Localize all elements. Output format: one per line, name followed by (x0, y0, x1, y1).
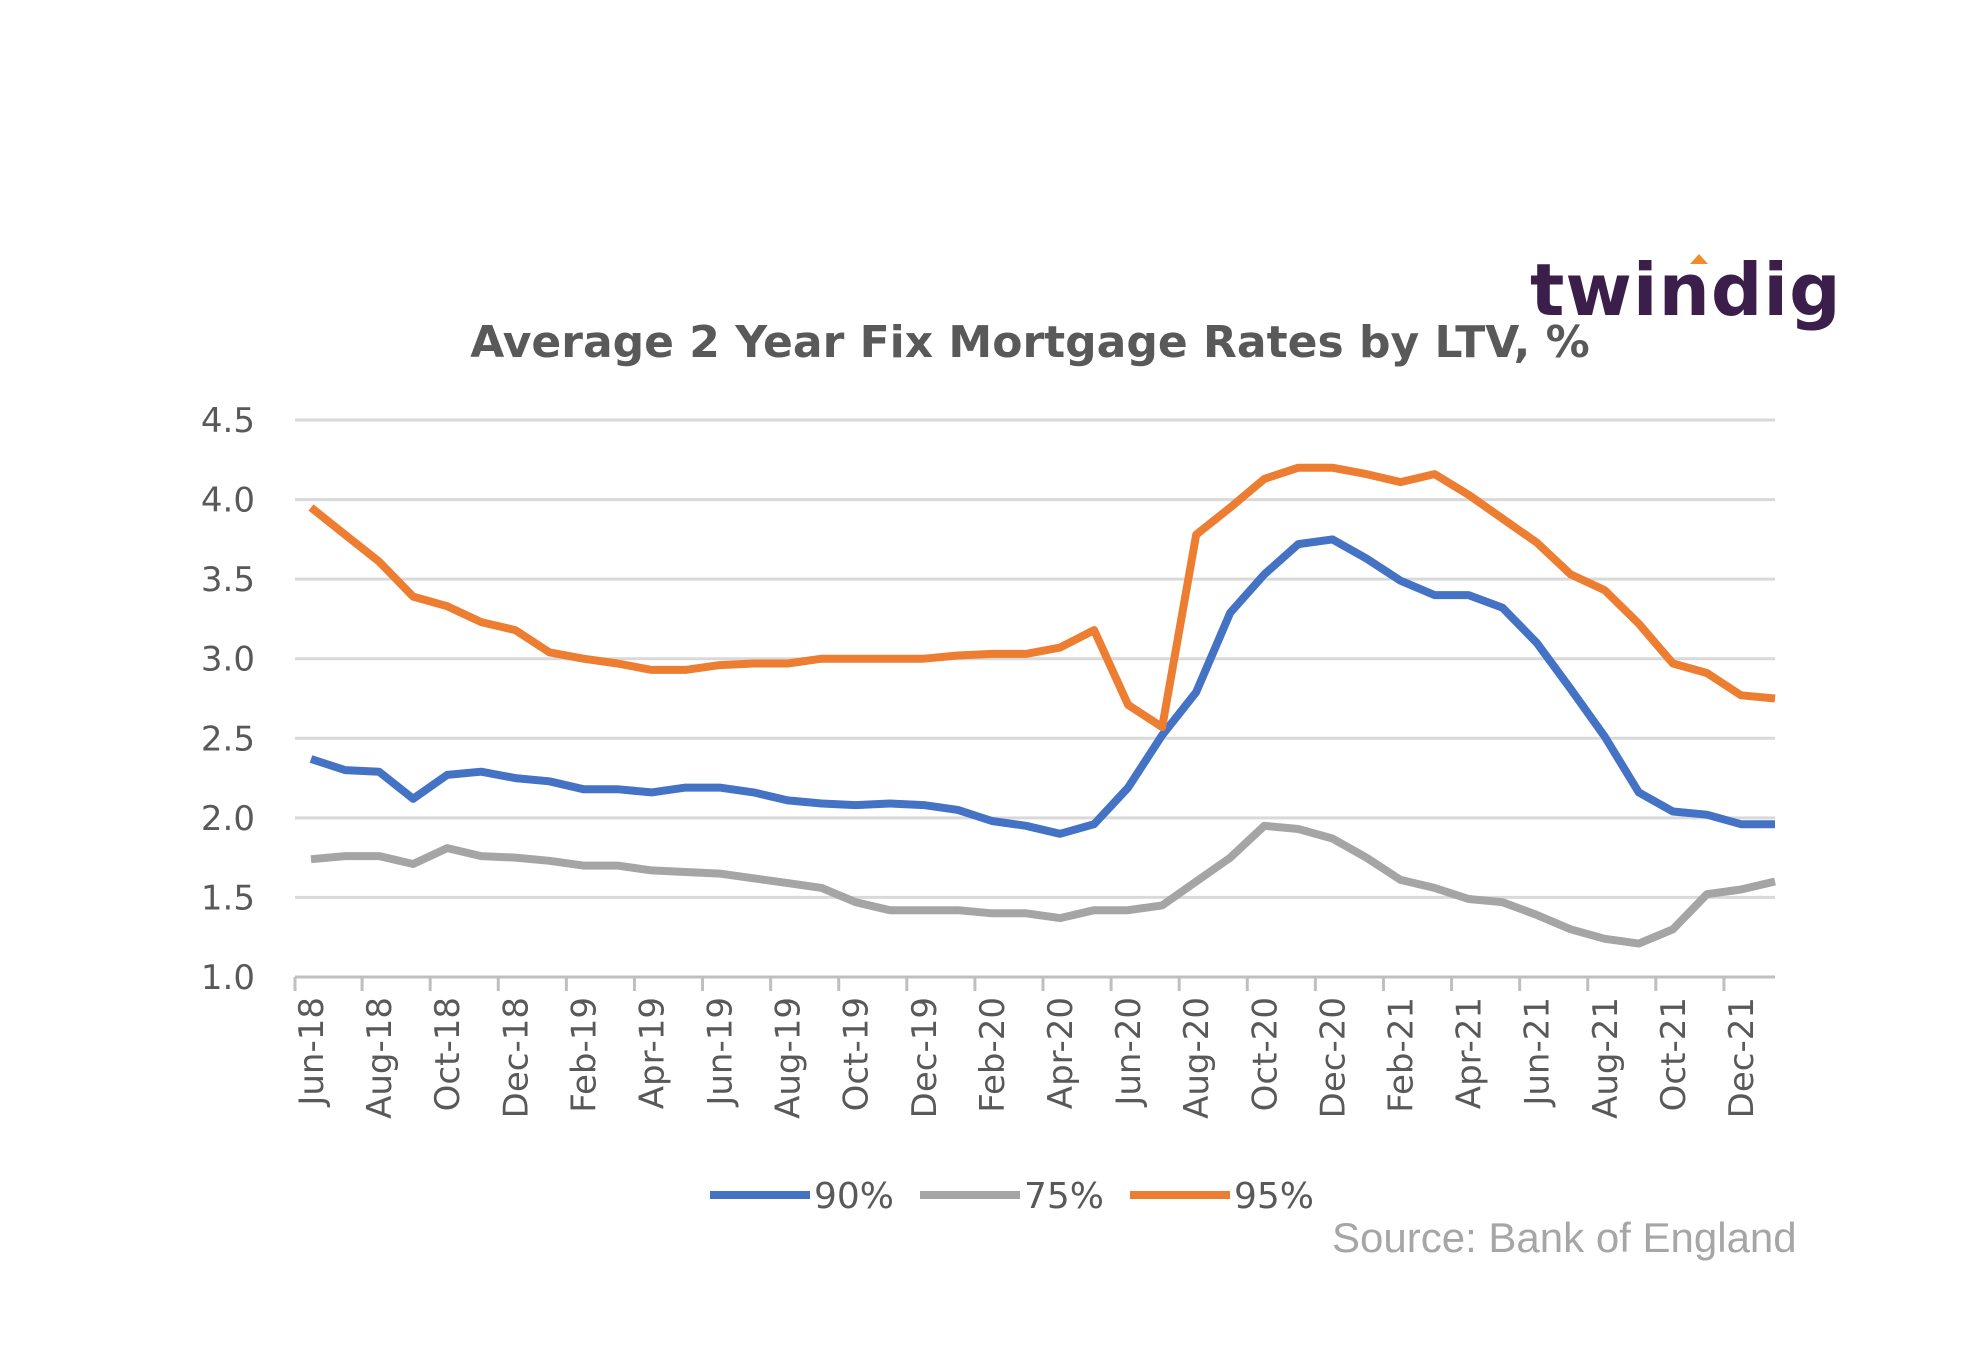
y-tick-label: 3.0 (201, 640, 255, 680)
x-tick-label: Aug-21 (1586, 997, 1626, 1119)
brand-name: twindig (1530, 248, 1842, 332)
x-tick-label: Jun-20 (1109, 997, 1149, 1108)
y-tick-label: 1.5 (201, 878, 255, 918)
y-tick-label: 4.0 (201, 481, 255, 521)
x-tick-label: Jun-19 (701, 997, 741, 1108)
x-tick-label: Oct-19 (837, 997, 877, 1111)
y-tick-label: 2.5 (201, 719, 255, 759)
gridlines (295, 418, 1775, 979)
x-tick-label: Apr-20 (1041, 997, 1081, 1109)
x-tick-label: Oct-21 (1654, 997, 1694, 1111)
y-tick-label: 1.0 (201, 958, 255, 998)
x-tick-label: Dec-18 (496, 997, 536, 1118)
y-tick-label: 2.0 (201, 799, 255, 839)
y-tick-label: 4.5 (201, 401, 255, 441)
series-lines (308, 463, 1776, 948)
twindig-logo: twindig (1530, 248, 1842, 332)
x-axis: Jun-18 Aug-18 Oct-18 Dec-18 Feb-19 Apr-19 Jun-… (292, 975, 1775, 1119)
series-line-90pct (309, 535, 1775, 838)
chart-title: Average 2 Year Fix Mortgage Rates by LTV… (470, 317, 1590, 368)
series-line-95pct (308, 463, 1776, 732)
x-tick-label: Oct-18 (428, 997, 468, 1111)
legend-label: 90% (814, 1176, 894, 1217)
x-tick-label: Jun-21 (1518, 997, 1558, 1108)
x-tick-label: Oct-20 (1245, 997, 1285, 1111)
x-tick-label: Aug-19 (769, 997, 809, 1119)
x-tick-label: Dec-20 (1313, 997, 1353, 1118)
x-tick-label: Apr-21 (1450, 997, 1490, 1109)
x-tick-label: Feb-20 (973, 997, 1013, 1113)
y-tick-label: 3.5 (201, 560, 255, 600)
x-tick-label: Dec-21 (1722, 997, 1762, 1118)
x-tick-label: Aug-20 (1177, 997, 1217, 1119)
x-tick-label: Feb-19 (564, 997, 604, 1113)
source-note: Source: Bank of England (1332, 1214, 1797, 1261)
roof-icon (1690, 254, 1708, 264)
y-axis: 1.0 1.5 2.0 2.5 3.0 3.5 4.0 4.5 (201, 401, 255, 998)
x-tick-label: Feb-21 (1381, 997, 1421, 1113)
x-tick-label: Aug-18 (360, 997, 400, 1119)
legend-label: 95% (1234, 1176, 1314, 1217)
legend-label: 75% (1024, 1176, 1104, 1217)
x-tick-label: Jun-18 (292, 997, 332, 1108)
x-tick-label: Apr-19 (632, 997, 672, 1109)
x-tick-label: Dec-19 (905, 997, 945, 1118)
legend: 90% 75% 95% (710, 1176, 1314, 1217)
series-line-75pct (310, 821, 1776, 948)
